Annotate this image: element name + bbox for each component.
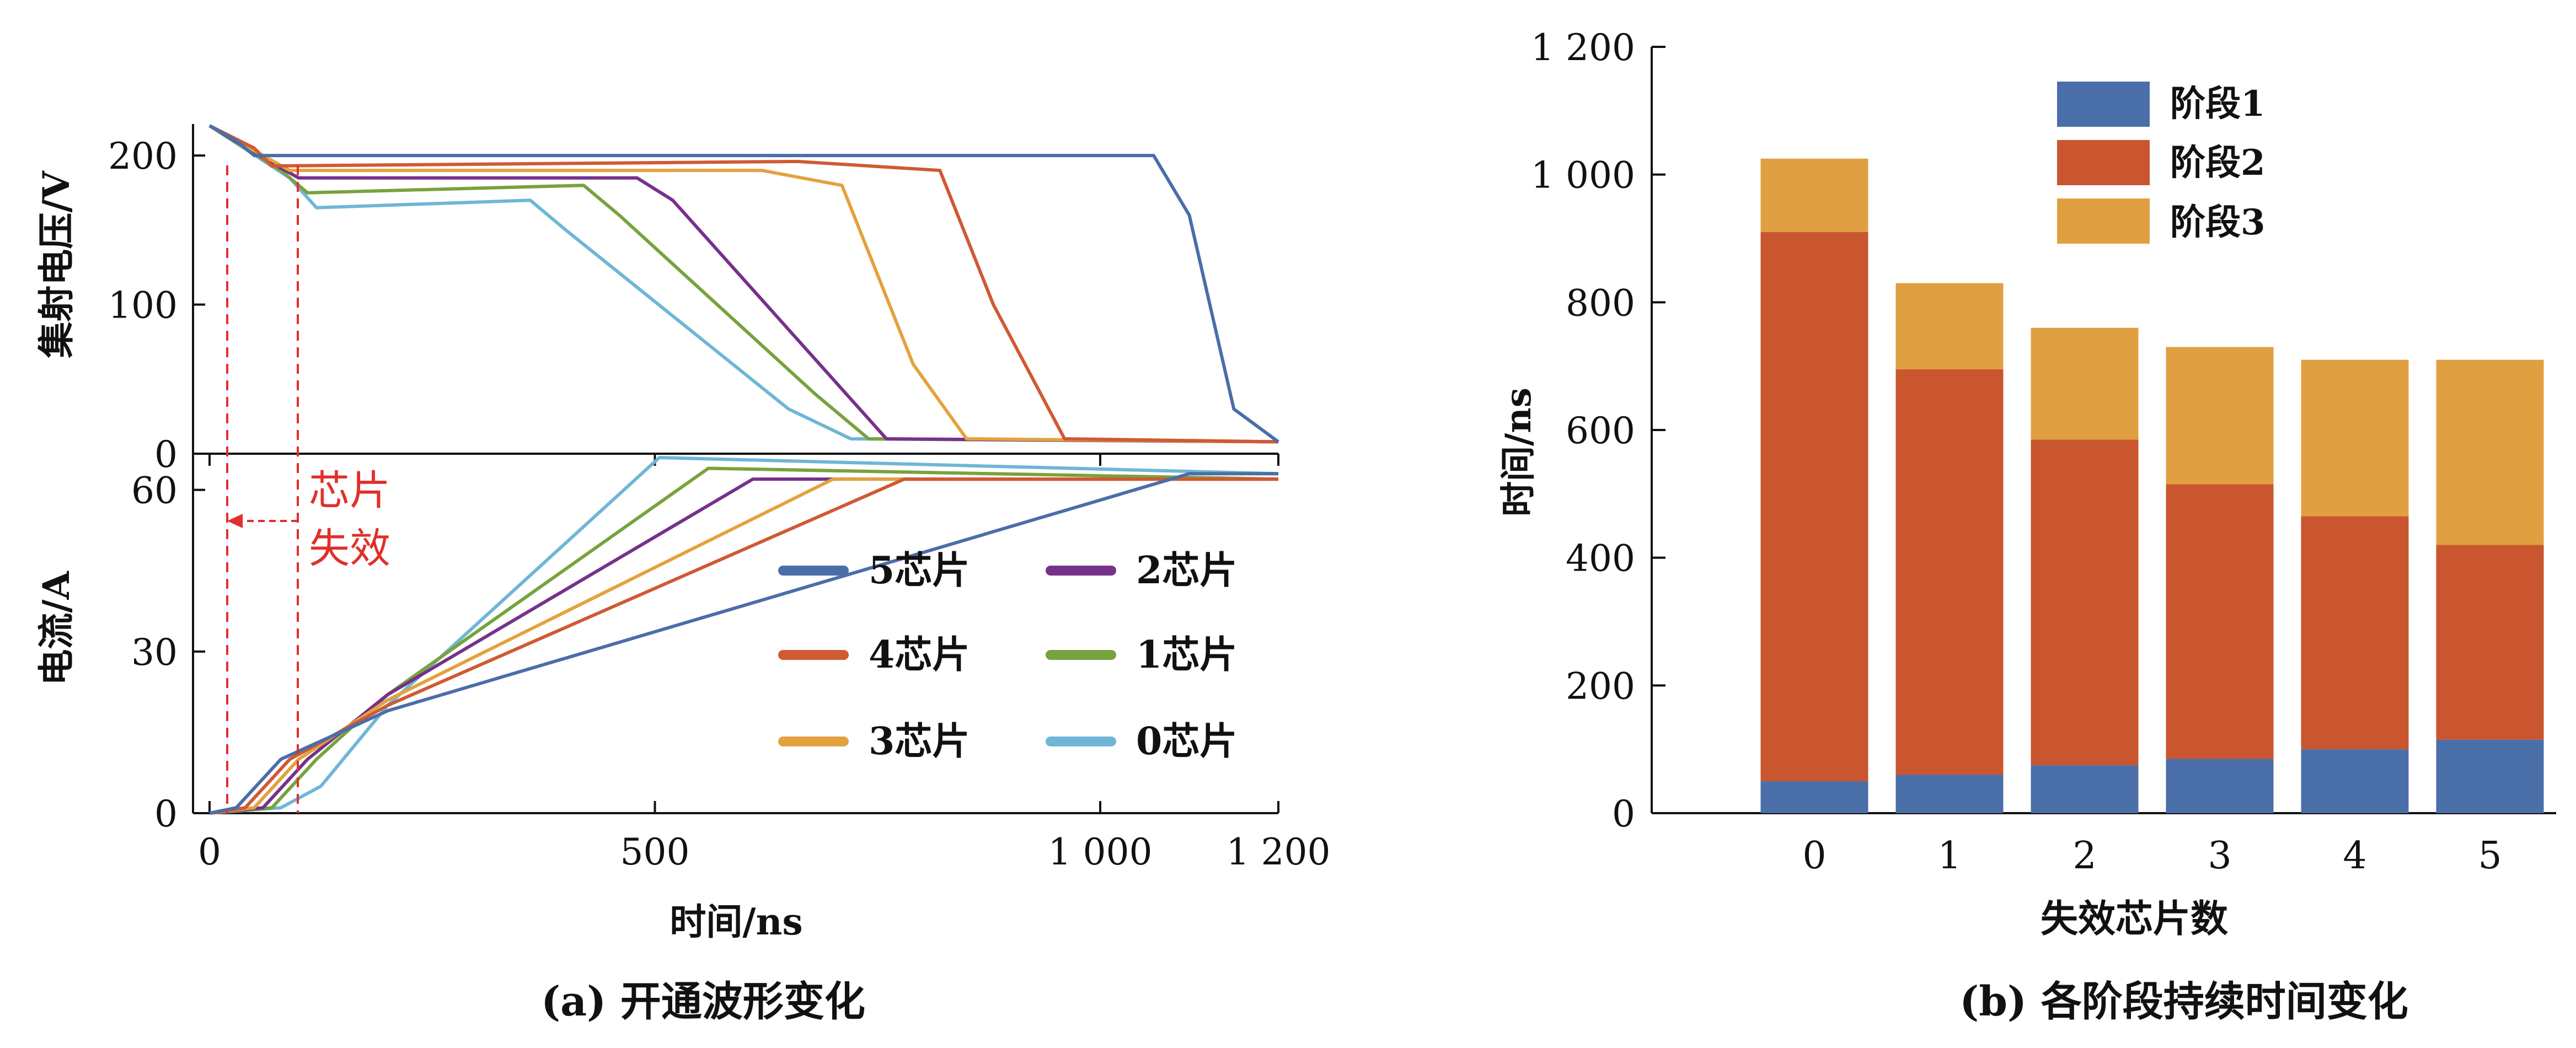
bar-阶段1-0 (1760, 781, 1868, 813)
bar-阶段2-5 (2436, 545, 2544, 740)
a-legend-label-1: 2芯片 (1136, 549, 1237, 593)
b-legend-swatch-2 (2057, 198, 2150, 244)
panel-b: 1 200 1 000 800 600 400 200 0 0 1 2 3 4 5 时间/ns 失效芯… (1498, 26, 2556, 1025)
a-xticks: 0 500 1 000 1 200 (198, 454, 1330, 873)
voltage-line-0芯片 (208, 124, 1279, 444)
a-legend: 5芯片 2芯片 4芯片 1芯片 3芯片 0芯片 (778, 549, 1237, 764)
bar-阶段1-2 (2031, 765, 2139, 813)
b-xlabel: 失效芯片数 (2041, 897, 2228, 941)
b-ytick-label: 200 (1566, 665, 1635, 707)
a-top-ytick-label: 100 (108, 284, 178, 327)
b-ytick-label: 400 (1566, 538, 1635, 580)
bar-阶段1-4 (2301, 749, 2409, 813)
a-top-yticks: 200 100 0 (108, 135, 205, 476)
b-bars (1760, 158, 2544, 813)
a-bottom-ytick-label: 0 (154, 793, 178, 835)
b-xtick-label: 0 (1802, 834, 1826, 878)
a-legend-label-4: 3芯片 (869, 719, 970, 764)
b-caption: (b) 各阶段持续时间变化 (1959, 978, 2408, 1025)
bar-阶段2-2 (2031, 439, 2139, 766)
b-xtick-label: 4 (2343, 834, 2366, 878)
voltage-line-2芯片 (208, 124, 1279, 444)
voltage-line-4芯片 (208, 124, 1279, 444)
a-legend-label-2: 4芯片 (869, 633, 970, 677)
b-xtick-label: 5 (2478, 834, 2502, 878)
bar-阶段3-4 (2301, 359, 2409, 517)
b-xticks: 0 1 2 3 4 5 (1802, 834, 2502, 878)
b-legend: 阶段1 阶段2 阶段3 (2057, 82, 2266, 244)
bar-阶段2-1 (1895, 369, 2004, 775)
a-bottom-ylabel: 电流/A (35, 571, 78, 686)
a-current-series (209, 456, 1279, 815)
b-ytick-label: 0 (1612, 793, 1635, 835)
a-bottom-yticks: 60 30 0 (131, 470, 205, 835)
a-caption: (a) 开通波形变化 (541, 978, 865, 1025)
voltage-line-3芯片 (208, 124, 1279, 444)
b-ytick-label: 600 (1566, 410, 1635, 452)
a-top-ytick-label: 0 (154, 433, 178, 476)
a-annotation-line1: 芯片 (309, 467, 390, 514)
b-legend-swatch-1 (2057, 140, 2150, 185)
bar-阶段2-4 (2301, 516, 2409, 750)
bar-阶段2-0 (1760, 232, 1868, 782)
bar-阶段3-0 (1760, 158, 1868, 232)
b-legend-label-0: 阶段1 (2170, 83, 2266, 125)
a-legend-label-5: 0芯片 (1136, 719, 1237, 764)
voltage-line-5芯片 (208, 124, 1279, 443)
a-arrow-head (227, 514, 243, 528)
a-xtick-label: 1 000 (1048, 831, 1153, 873)
a-legend-label-0: 5芯片 (869, 549, 970, 593)
a-bottom-ytick-label: 60 (131, 470, 178, 512)
a-legend-label-3: 1芯片 (1136, 633, 1237, 677)
bar-阶段3-1 (1895, 283, 2004, 369)
bar-阶段2-3 (2166, 484, 2274, 759)
a-annotation-line2: 失效 (309, 525, 390, 572)
current-line-1芯片 (209, 466, 1279, 815)
b-legend-swatch-0 (2057, 82, 2150, 127)
b-xtick-label: 3 (2208, 834, 2231, 878)
a-top-ytick-label: 200 (108, 135, 178, 178)
b-ytick-label: 800 (1566, 282, 1635, 324)
a-xtick-label: 1 200 (1227, 831, 1331, 873)
bar-阶段3-2 (2031, 327, 2139, 440)
a-xlabel: 时间/ns (670, 900, 802, 943)
b-ylabel: 时间/ns (1498, 388, 1539, 517)
a-xtick-label: 500 (620, 831, 690, 873)
voltage-line-1芯片 (208, 124, 1279, 444)
a-top-ylabel: 集射电压/V (35, 170, 78, 359)
b-xtick-label: 2 (2072, 834, 2096, 878)
b-ytick-label: 1 200 (1531, 26, 1635, 69)
bar-阶段3-3 (2166, 347, 2274, 485)
b-ytick-label: 1 000 (1531, 154, 1635, 197)
b-xtick-label: 1 (1937, 834, 1961, 878)
bar-阶段1-1 (1895, 775, 2004, 813)
bar-阶段1-5 (2436, 739, 2544, 813)
b-legend-label-1: 阶段2 (2170, 142, 2266, 184)
b-legend-label-2: 阶段3 (2170, 202, 2266, 243)
a-voltage-series (208, 124, 1279, 444)
b-yticks: 1 200 1 000 800 600 400 200 0 (1531, 26, 1665, 835)
current-line-5芯片 (209, 472, 1278, 815)
a-xtick-label: 0 (198, 831, 221, 873)
bar-阶段3-5 (2436, 359, 2544, 545)
a-bottom-ytick-label: 30 (131, 631, 178, 674)
bar-阶段1-3 (2166, 759, 2274, 813)
